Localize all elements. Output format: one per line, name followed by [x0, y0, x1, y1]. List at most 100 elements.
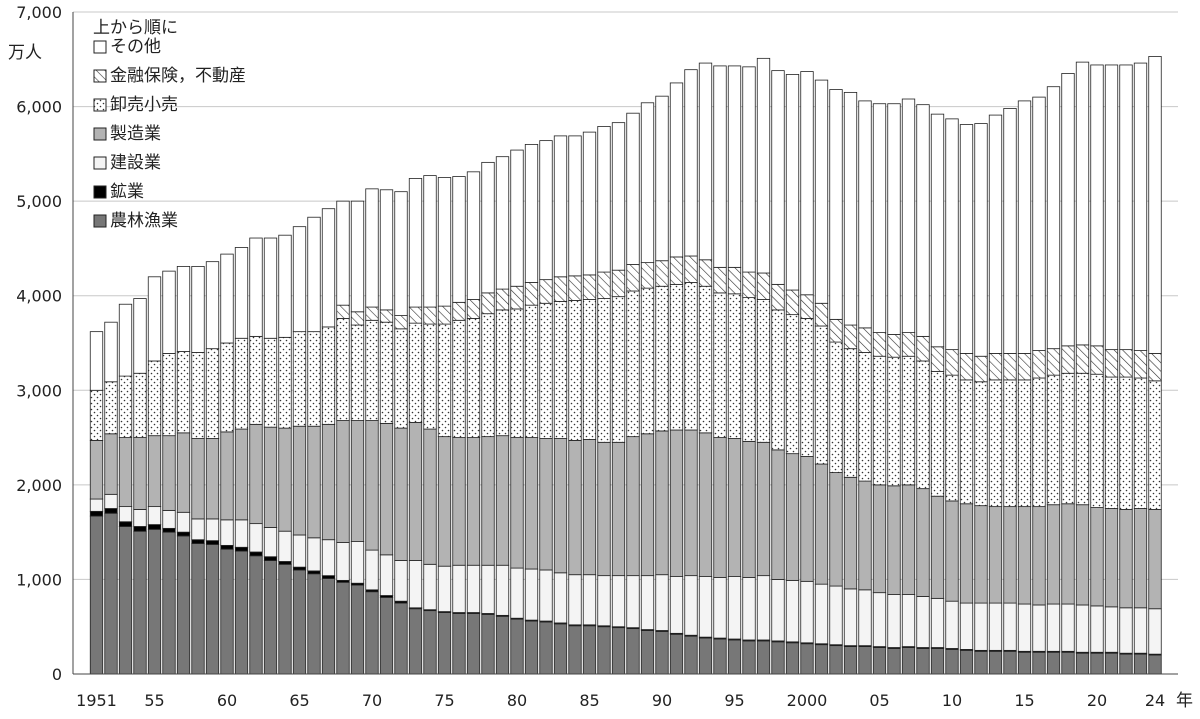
bar-segment-wholesale — [1003, 379, 1017, 508]
bar-segment-finance — [1104, 349, 1119, 378]
bar-segment-wholesale — [524, 304, 539, 438]
x-tick-label: 20 — [1087, 691, 1107, 710]
bar-segment-construction — [553, 572, 568, 624]
bar-segment-manufacturing — [321, 423, 336, 541]
x-tick-label: 24 — [1145, 691, 1165, 710]
bar-segment-manufacturing — [1133, 508, 1148, 609]
bar-segment-finance — [568, 275, 582, 301]
bar-segment-construction — [495, 564, 510, 616]
bar-segment-finance — [1046, 348, 1061, 376]
bar-segment-other — [1061, 73, 1075, 347]
legend-swatch-construction — [93, 156, 107, 170]
bar-segment-wholesale — [655, 285, 669, 432]
bar-segment-finance — [1133, 350, 1148, 379]
bar-segment-construction — [321, 539, 336, 577]
bar-segment-construction — [669, 576, 684, 634]
bar-segment-other — [292, 226, 307, 333]
bar-segment-other — [452, 176, 466, 303]
bar-segment-manufacturing — [147, 435, 162, 508]
bar-segment-agri — [452, 613, 466, 675]
bar-segment-other — [1032, 96, 1046, 351]
bar-segment-construction — [162, 509, 176, 529]
bar-segment-finance — [379, 309, 394, 323]
bar-segment-manufacturing — [713, 437, 727, 578]
bar-segment-agri — [466, 613, 481, 675]
bar-segment-other — [974, 123, 988, 357]
bar-segment-construction — [234, 519, 249, 548]
bar-segment-other — [756, 57, 771, 274]
y-tick-label: 4,000 — [16, 287, 62, 306]
bar-segment-wholesale — [756, 299, 771, 443]
bar-segment-manufacturing — [365, 420, 379, 551]
bar-segment-mining — [118, 521, 133, 527]
bar-segment-wholesale — [684, 282, 698, 431]
bar-segment-wholesale — [553, 300, 568, 439]
x-tick-label: 2000 — [787, 691, 828, 710]
bar-segment-wholesale — [350, 324, 365, 421]
bar-segment-manufacturing — [611, 441, 626, 577]
bar-segment-finance — [814, 302, 829, 327]
bar-segment-agri — [669, 633, 684, 675]
bar-segment-wholesale — [452, 319, 466, 438]
bar-segment-wholesale — [118, 375, 133, 438]
bar-segment-agri — [481, 614, 495, 675]
bar-segment-construction — [365, 549, 379, 591]
bar-segment-wholesale — [988, 379, 1003, 508]
bar-segment-wholesale — [220, 342, 234, 433]
legend-swatch-manufacturing — [93, 127, 107, 141]
bar-segment-mining — [234, 546, 249, 552]
bar-segment-other — [89, 331, 104, 391]
bar-segment-wholesale — [582, 299, 597, 440]
legend-swatch-other — [93, 40, 107, 54]
bar-segment-manufacturing — [118, 437, 133, 508]
bar-segment-construction — [1032, 604, 1046, 652]
bar-segment-wholesale — [176, 351, 191, 434]
bar-segment-agri — [1017, 651, 1032, 675]
bar-segment-construction — [945, 600, 959, 649]
bar-segment-wholesale — [800, 318, 814, 457]
bar-segment-agri — [684, 635, 698, 675]
bar-segment-finance — [1017, 352, 1032, 381]
bar-segment-other — [1104, 64, 1119, 351]
x-tick-label: 70 — [362, 691, 382, 710]
bar-segment-agri — [858, 646, 872, 675]
bar-segment-wholesale — [249, 335, 263, 425]
bar-segment-wholesale — [1148, 380, 1162, 510]
bar-segment-construction — [887, 594, 901, 648]
bar-segment-finance — [727, 266, 742, 295]
bar-segment-other — [524, 143, 539, 283]
bar-segment-construction — [814, 583, 829, 645]
bar-segment-wholesale — [292, 331, 307, 427]
bar-segment-agri — [1032, 651, 1046, 675]
legend-label-construction: 建設業 — [110, 153, 161, 173]
bar-segment-wholesale — [1017, 379, 1032, 508]
bar-segment-wholesale — [1032, 377, 1046, 508]
bar-segment-wholesale — [916, 360, 930, 490]
bar-segment-construction — [176, 511, 191, 533]
bar-segment-finance — [394, 315, 408, 330]
bar-segment-finance — [336, 304, 350, 319]
bar-segment-construction — [829, 585, 843, 646]
bar-segment-wholesale — [1133, 377, 1148, 509]
bar-segment-construction — [524, 568, 539, 621]
x-tick-label: 95 — [724, 691, 744, 710]
bar-segment-other — [945, 118, 959, 351]
bar-segment-manufacturing — [756, 441, 771, 577]
bar-segment-wholesale — [408, 322, 423, 423]
bar-segment-wholesale — [727, 293, 742, 439]
bar-segment-construction — [872, 592, 887, 647]
bar-segment-wholesale — [481, 313, 495, 438]
bar-segment-wholesale — [901, 355, 916, 486]
bar-segment-wholesale — [785, 314, 800, 455]
bar-segment-finance — [1148, 352, 1162, 382]
bar-segment-manufacturing — [959, 503, 974, 604]
bar-segment-finance — [901, 332, 916, 357]
bar-segment-manufacturing — [452, 437, 466, 566]
bar-segment-wholesale — [568, 300, 582, 441]
bar-segment-wholesale — [423, 323, 437, 430]
bar-segment-construction — [147, 506, 162, 525]
bar-segment-construction — [858, 589, 872, 647]
bar-segment-agri — [321, 578, 336, 675]
bar-segment-construction — [336, 542, 350, 581]
bar-segment-wholesale — [611, 296, 626, 443]
